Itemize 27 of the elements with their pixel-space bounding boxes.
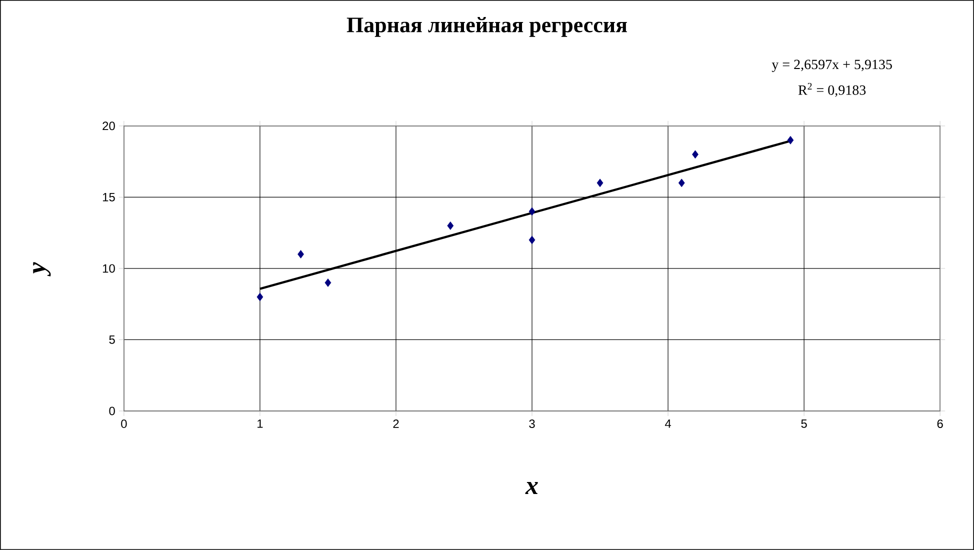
- x-tick-label: 1: [258, 420, 263, 428]
- point: [447, 222, 454, 230]
- x-tick-label: 5: [801, 420, 807, 428]
- point: [692, 150, 698, 159]
- point: [596, 178, 604, 188]
- y-tick-label: 20: [102, 122, 115, 130]
- text: R$^{2}$ = 0,9183: [798, 83, 866, 97]
- x-tick-label: 4: [664, 420, 672, 428]
- text: y = 2,6597x + 5,9135: [772, 60, 892, 72]
- x-axis-title: x: [525, 482, 538, 494]
- chart-title: Парная линейная регрессия: [346, 17, 627, 37]
- x-tick-label: 6: [937, 420, 943, 428]
- point: [787, 136, 794, 144]
- x-tick-label: 3: [529, 420, 535, 428]
- point: [528, 207, 536, 216]
- point: [256, 292, 264, 302]
- point: [324, 278, 332, 287]
- point: [678, 178, 685, 188]
- y-tick-label: 5: [109, 336, 115, 344]
- y-tick-label: 10: [102, 264, 115, 273]
- x-tick-label: 0: [121, 420, 127, 428]
- point: [298, 250, 304, 258]
- y-tick-label: 0: [109, 406, 115, 416]
- x-tick-label: 2: [393, 420, 399, 428]
- y-axis-title: y: [33, 262, 51, 276]
- point: [528, 236, 536, 244]
- y-tick-label: 15: [102, 193, 115, 202]
